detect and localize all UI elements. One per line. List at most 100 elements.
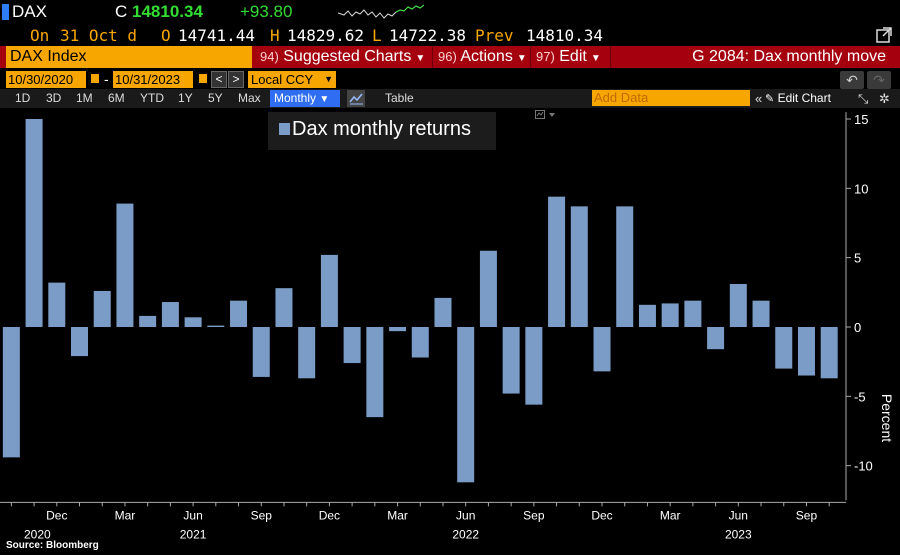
table-button[interactable]: Table (385, 91, 414, 105)
redo-icon[interactable]: ↷ (867, 71, 891, 89)
bar (71, 327, 89, 357)
x-month-label: Mar (115, 508, 136, 522)
bar (525, 327, 543, 405)
period-1d[interactable]: 1D (15, 91, 31, 105)
legend-toggle-icon[interactable] (535, 110, 557, 120)
period-3d[interactable]: 3D (46, 91, 62, 105)
x-month-label: Dec (46, 508, 67, 522)
x-month-label: Jun (183, 508, 202, 522)
y-tick-label: 10 (854, 181, 868, 196)
open-label: O (161, 26, 171, 45)
low-label: L (372, 26, 382, 45)
bar (411, 327, 429, 358)
menu-actions[interactable]: 96) Actions ▼ (438, 46, 527, 68)
pencil-icon: ✎ (765, 93, 775, 105)
high-label: H (270, 26, 280, 45)
sparkline (338, 4, 424, 19)
period-5y[interactable]: 5Y (208, 91, 223, 105)
last-price: 14810.34 (132, 2, 203, 21)
ohlc-line: On 31 Oct d O 14741.44 H 14829.62 L 1472… (0, 24, 900, 68)
collapse-icon[interactable]: « (755, 91, 763, 106)
bar (275, 288, 293, 327)
period-max[interactable]: Max (238, 91, 261, 105)
bar (48, 282, 66, 327)
bar (775, 327, 793, 369)
x-year-label: 2023 (725, 527, 752, 541)
security-field[interactable]: DAX Index (6, 46, 252, 68)
currency-select[interactable]: Local CCY ▼ (248, 71, 336, 88)
x-month-label: Dec (319, 508, 340, 522)
caret-down-icon: ▼ (516, 53, 527, 64)
line-chart-icon[interactable] (347, 90, 365, 107)
menu-number: 94) (260, 49, 279, 64)
zoom-icon[interactable]: ⤡ (858, 91, 869, 106)
menu-number: 96) (438, 49, 457, 64)
period-6m[interactable]: 6M (108, 91, 125, 105)
prev-period-button[interactable]: < (211, 71, 227, 88)
bar (684, 300, 702, 327)
frequency-select[interactable]: Monthly ▼ (270, 90, 340, 107)
x-month-label: Jun (729, 508, 748, 522)
period-1m[interactable]: 1M (76, 91, 93, 105)
bar (593, 327, 611, 372)
bar (479, 250, 497, 327)
add-data-input[interactable]: Add Data (592, 90, 750, 106)
period-ytd[interactable]: YTD (140, 91, 164, 105)
y-tick-label: 5 (854, 251, 861, 266)
date-range-row: 10/30/2020 - 10/31/2023 < > Local CCY ▼ … (0, 70, 900, 90)
start-date-field[interactable]: 10/30/2020 (6, 71, 86, 88)
quote-line: DAX C 14810.34 +93.80 (0, 0, 900, 24)
bar (184, 317, 202, 327)
launch-icon[interactable] (874, 25, 894, 45)
legend-swatch (279, 123, 290, 135)
bar (2, 327, 20, 458)
open-price: 14741.44 (178, 26, 256, 45)
y-tick-label: -5 (854, 389, 866, 404)
x-month-label: Mar (660, 508, 681, 522)
chart-toolbar: 1D 3D 1M 6M YTD 1Y 5Y Max Monthly ▼ Tabl… (0, 89, 900, 108)
bar (638, 304, 656, 327)
frequency-value: Monthly (274, 91, 317, 105)
bar (366, 327, 384, 418)
caret-down-icon: ▼ (324, 74, 333, 84)
caret-down-icon: ▼ (590, 53, 601, 64)
bar (252, 327, 270, 377)
next-period-button[interactable]: > (228, 71, 244, 88)
y-tick-label: 15 (854, 112, 868, 127)
bar (820, 327, 838, 379)
bar (457, 327, 475, 483)
edit-chart-label: Edit Chart (777, 91, 831, 105)
ticker: DAX (12, 2, 47, 21)
menu-suggested-charts[interactable]: 94) Suggested Charts ▼ (260, 46, 425, 68)
gear-icon[interactable]: ✲ (879, 91, 890, 106)
chart-title: G 2084: Dax monthly move (692, 48, 886, 65)
bar (389, 327, 407, 332)
y-axis-label: Percent (879, 394, 895, 442)
bar (797, 327, 815, 376)
bar (298, 327, 316, 379)
x-year-label: 2021 (180, 527, 207, 541)
net-change: +93.80 (240, 2, 293, 21)
calendar-icon[interactable] (90, 73, 100, 84)
end-date-field[interactable]: 10/31/2023 (113, 71, 193, 88)
bar (320, 254, 338, 327)
bar (752, 300, 770, 327)
edit-chart-button[interactable]: ✎ Edit Chart (765, 90, 831, 108)
on-label: On (30, 26, 50, 45)
caret-down-icon: ▼ (319, 94, 330, 105)
bar (434, 297, 452, 327)
menu-divider (432, 46, 433, 68)
x-month-label: Sep (251, 508, 273, 522)
menu-number: 97) (536, 49, 555, 64)
menu-edit[interactable]: 97) Edit ▼ (536, 46, 601, 68)
bar (548, 196, 566, 327)
legend-label: Dax monthly returns (292, 118, 471, 140)
menu-label: Edit (559, 48, 587, 65)
prev-price: 14810.34 (526, 26, 604, 45)
date-dash: - (104, 71, 109, 87)
x-year-label: 2022 (452, 527, 479, 541)
source-note: Source: Bloomberg (6, 540, 99, 551)
period-1y[interactable]: 1Y (178, 91, 193, 105)
calendar-icon[interactable] (198, 73, 208, 84)
undo-icon[interactable]: ↶ (840, 71, 864, 89)
